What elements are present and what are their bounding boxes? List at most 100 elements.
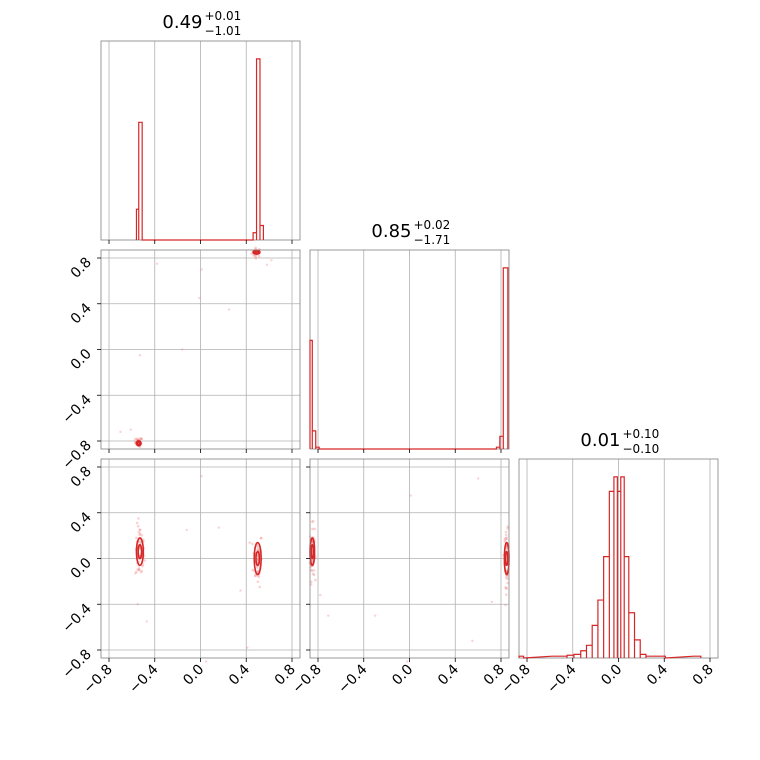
- scatter-point: [200, 268, 203, 271]
- scatter-point: [310, 568, 313, 572]
- scatter-point: [373, 614, 377, 617]
- x-tick-label: 0.4: [644, 661, 671, 688]
- scatter-point: [406, 660, 409, 663]
- scatter-point: [311, 572, 315, 576]
- x-tick-label: −0.8: [498, 662, 533, 697]
- title-minus-error: −0.10: [623, 442, 660, 456]
- density-contour: [252, 249, 261, 255]
- scatter-point: [265, 263, 269, 267]
- y-tick-label: 0.0: [68, 555, 95, 582]
- scatter-point: [309, 580, 313, 584]
- x-tick-label: −0.4: [126, 661, 161, 696]
- y-tick-label: 0.4: [68, 300, 95, 327]
- scatter-point: [309, 583, 313, 586]
- scatter-point: [257, 255, 261, 258]
- scatter-points-0-1: [119, 246, 273, 449]
- scatter-point: [256, 555, 259, 558]
- y-tick-label: 0.8: [68, 255, 95, 282]
- scatter-point: [137, 568, 141, 572]
- scatter-point: [181, 348, 184, 351]
- scatter-point: [135, 521, 139, 525]
- scatter-point: [503, 539, 507, 543]
- histogram-param-1: [309, 267, 509, 450]
- panel-title: 0.01 +0.10−0.10: [580, 427, 659, 456]
- scatter-point: [506, 525, 510, 528]
- panel-grid: [101, 459, 300, 658]
- scatter-point: [200, 474, 203, 478]
- scatter-point: [251, 568, 255, 572]
- scatter-point: [119, 430, 122, 434]
- scatter-point: [504, 586, 507, 589]
- scatter-point: [504, 576, 508, 580]
- density-contour: [135, 439, 142, 447]
- panel-grid: [108, 41, 293, 240]
- title-value: 0.01: [580, 430, 620, 451]
- scatter-point: [490, 600, 494, 604]
- scatter-point: [313, 527, 316, 531]
- scatter-point: [311, 527, 314, 531]
- scatter-point: [506, 581, 509, 585]
- scatter-point: [205, 660, 208, 663]
- scatter-point: [137, 568, 141, 572]
- x-tick-label: −0.4: [544, 661, 579, 696]
- scatter-point: [155, 262, 159, 265]
- title-plus-error: +0.10: [623, 427, 660, 441]
- scatter-points-0-2: [134, 474, 263, 663]
- title-value: 0.85: [371, 221, 411, 242]
- scatter-point: [256, 570, 260, 573]
- title-minus-error: −1.01: [205, 24, 242, 38]
- x-tick-label: 0.4: [226, 661, 253, 688]
- scatter-point: [504, 530, 508, 534]
- scatter-point: [136, 568, 140, 571]
- scatter-point: [504, 586, 508, 590]
- scatter-point: [145, 620, 148, 623]
- title-plus-error: +0.02: [414, 218, 451, 232]
- y-tick-label: −0.8: [59, 438, 94, 473]
- scatter-point: [504, 603, 507, 607]
- scatter-point: [256, 545, 259, 548]
- scatter-point: [311, 519, 315, 523]
- density-contour: [254, 250, 260, 255]
- y-tick-label: −0.4: [59, 392, 94, 427]
- scatter-point: [506, 527, 510, 530]
- scatter-point: [135, 437, 138, 440]
- y-tick-label: 0.4: [68, 509, 95, 536]
- scatter-point: [135, 536, 138, 540]
- scatter-point: [476, 477, 480, 480]
- scatter-point: [140, 437, 143, 441]
- scatter-point: [254, 255, 258, 258]
- scatter-point: [409, 494, 412, 497]
- scatter-point: [217, 526, 220, 529]
- title-minus-error: −1.71: [414, 233, 451, 247]
- scatter-point: [259, 536, 263, 540]
- scatter-point: [312, 568, 316, 572]
- scatter-point: [310, 569, 314, 573]
- scatter-point: [251, 542, 254, 546]
- x-tick-label: −0.4: [335, 661, 370, 696]
- scatter-point: [504, 533, 508, 537]
- scatter-point: [140, 533, 144, 537]
- density-contour: [310, 543, 315, 560]
- scatter-point: [239, 589, 242, 592]
- scatter-point: [504, 593, 508, 596]
- scatter-point: [319, 593, 322, 597]
- x-tick-label: 0.4: [435, 661, 462, 688]
- scatter-point: [185, 528, 188, 532]
- scatter-point: [134, 571, 137, 575]
- scatter-point: [310, 520, 314, 524]
- scatter-point: [254, 256, 258, 260]
- density-contour: [135, 537, 145, 567]
- panel-grid: [310, 459, 509, 658]
- density-contour: [255, 550, 261, 567]
- scatter-point: [504, 538, 507, 541]
- density-contour: [253, 541, 262, 576]
- scatter-point: [141, 564, 144, 568]
- density-contour: [504, 550, 509, 567]
- y-tick-label: 0.0: [68, 346, 95, 373]
- panel-title: 0.49 +0.01−1.01: [162, 9, 241, 38]
- scatter-point: [138, 532, 142, 535]
- scatter-point: [327, 614, 330, 617]
- scatter-point: [506, 577, 510, 580]
- scatter-point: [314, 578, 317, 582]
